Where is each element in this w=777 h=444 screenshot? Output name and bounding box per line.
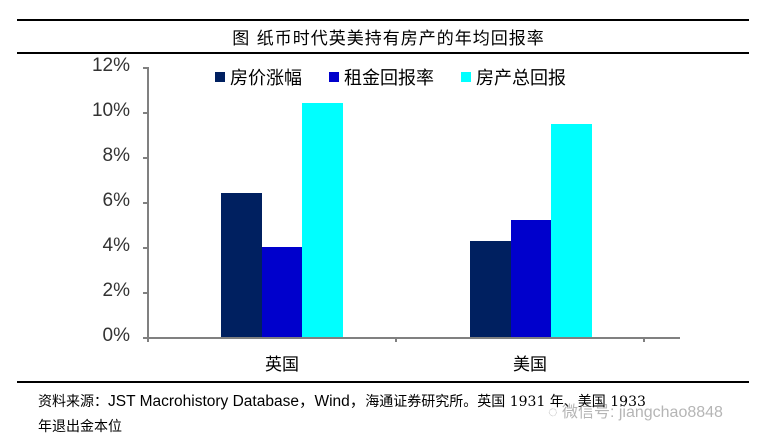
y-tick	[143, 112, 148, 114]
wechat-icon: ◌	[548, 404, 562, 421]
legend-item-price-growth: 房价涨幅	[215, 64, 302, 90]
source-line2: 年退出金本位	[38, 419, 122, 435]
chart-title: 图 纸币时代英美持有房产的年均回报率	[232, 29, 545, 49]
legend-label: 房价涨幅	[230, 68, 302, 89]
legend-label: 房产总回报	[476, 68, 566, 89]
x-axis	[143, 337, 680, 339]
legend-item-total-return: 房产总回报	[461, 64, 566, 90]
y-tick-label: 10%	[91, 100, 130, 121]
y-tick	[143, 292, 148, 294]
x-tick	[643, 337, 645, 342]
top-rule	[17, 19, 749, 21]
bar-uk-rental-yield	[262, 247, 302, 337]
x-category-label-uk: 英国	[265, 355, 299, 375]
y-tick	[143, 157, 148, 159]
y-tick	[143, 247, 148, 249]
x-tick	[147, 337, 149, 342]
source-note: 资料来源：JST Macrohistory Database，Wind，海通证券…	[38, 389, 758, 440]
watermark-text: 微信号: jiangchao8848	[561, 404, 723, 421]
x-category-label-us: 美国	[513, 355, 547, 375]
bar-uk-price-growth	[221, 193, 262, 337]
legend-item-rental-yield: 租金回报率	[329, 64, 434, 90]
y-tick-label: 2%	[102, 280, 130, 301]
y-tick-label: 8%	[102, 145, 130, 166]
title-bottom-rule	[17, 52, 749, 54]
source-latin: JST Macrohistory Database，Wind，	[108, 393, 366, 410]
y-tick-label: 4%	[102, 235, 130, 256]
y-tick-label: 12%	[91, 55, 130, 76]
source-prefix: 资料来源：	[38, 394, 108, 410]
y-tick-label: 6%	[102, 190, 130, 211]
wechat-watermark: ◌ 微信号: jiangchao8848	[548, 398, 723, 422]
legend-swatch	[461, 72, 471, 82]
legend: 房价涨幅 租金回报率 房产总回报	[215, 64, 593, 90]
legend-swatch	[215, 72, 225, 82]
bar-us-total-return	[551, 124, 592, 337]
bar-uk-total-return	[302, 103, 343, 337]
source-suffix: 海通证券研究所。英国 1931 年、美国 1933	[365, 394, 646, 410]
y-tick	[143, 67, 148, 69]
footer-rule	[17, 381, 749, 383]
x-tick	[395, 337, 397, 342]
y-tick	[143, 202, 148, 204]
bar-us-rental-yield	[511, 220, 551, 337]
legend-swatch	[329, 72, 339, 82]
legend-label: 租金回报率	[344, 68, 434, 89]
bar-us-price-growth	[470, 241, 511, 337]
y-tick-label: 0%	[102, 325, 130, 346]
